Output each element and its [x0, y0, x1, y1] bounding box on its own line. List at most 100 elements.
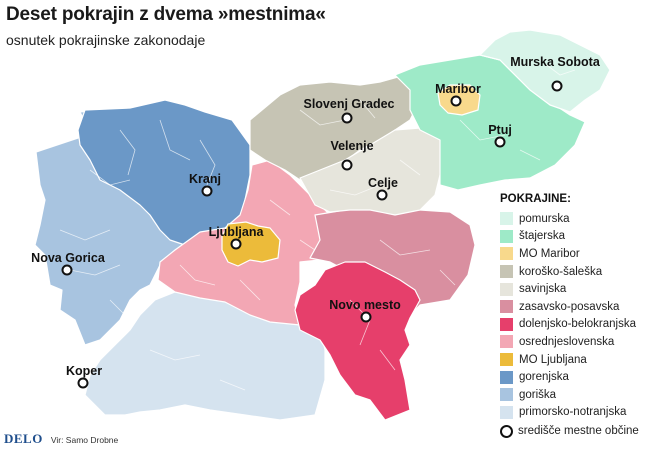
municipality-border	[179, 264, 216, 286]
legend-items: pomurska štajerska MO Maribor koroško-šaleš…	[500, 210, 660, 421]
municipality-border	[59, 229, 111, 241]
municipality-border	[359, 99, 376, 119]
city-label: Celje	[368, 176, 398, 190]
municipality-border	[89, 169, 131, 186]
municipality-border	[459, 119, 506, 141]
delo-logo: DELO	[4, 431, 43, 446]
city-marker	[201, 185, 213, 197]
footer: DELO Vir: Samo Drobne	[4, 431, 118, 447]
legend-swatch	[500, 405, 513, 419]
city-label: Velenje	[330, 139, 373, 153]
legend-item: dolenjsko-belokranjska	[500, 316, 660, 334]
city-label: Koper	[66, 364, 102, 378]
municipality-border	[159, 119, 191, 161]
legend-label: osrednjeslovenska	[519, 335, 615, 348]
cities-layer: Murska Sobota Maribor Slovenj Gradec Ptuj Ve…	[31, 55, 601, 389]
legend-label: štajerska	[519, 230, 566, 243]
legend-item: primorsko-notranjska	[500, 404, 660, 422]
legend-swatch	[500, 265, 513, 279]
legend-item-seat: središče mestne občine	[500, 422, 660, 440]
legend-swatch	[500, 282, 513, 296]
city-marker	[376, 189, 388, 201]
region-mo-ljubljana	[221, 221, 281, 267]
region-koro-ko-ale-ka	[249, 74, 421, 181]
municipality-border	[299, 109, 346, 126]
city-marker	[494, 136, 506, 148]
municipality-border	[239, 279, 261, 301]
legend-item: osrednjeslovenska	[500, 333, 660, 351]
legend-swatch	[500, 212, 513, 226]
source-credit: Vir: Samo Drobne	[50, 435, 119, 445]
legend-label: goriška	[519, 388, 557, 401]
regions-layer	[34, 29, 611, 421]
city-label: Ljubljana	[209, 225, 265, 239]
municipality-border	[299, 239, 316, 251]
city-label: Novo mesto	[329, 298, 401, 312]
city-label: Kranj	[189, 172, 221, 186]
region-dolenjsko-belokranjska	[294, 261, 421, 421]
legend-label: zasavsko-posavska	[519, 300, 620, 313]
city-marker	[341, 159, 353, 171]
municipality-border	[219, 379, 246, 391]
legend-item: štajerska	[500, 228, 660, 246]
legend-swatch	[500, 317, 513, 331]
legend-label: savinjska	[519, 283, 567, 296]
city-marker	[341, 112, 353, 124]
municipality-border	[329, 184, 381, 196]
legend-item: zasavsko-posavska	[500, 298, 660, 316]
city-label: Ptuj	[488, 123, 512, 137]
municipality-border	[119, 129, 136, 176]
legend-item: goriška	[500, 386, 660, 404]
legend-swatch	[500, 353, 513, 367]
page-subtitle: osnutek pokrajinske zakonodaje	[6, 32, 206, 48]
legend-label: pomurska	[519, 212, 570, 225]
city-marker	[450, 95, 462, 107]
municipality-border	[399, 159, 421, 176]
city-marker	[551, 80, 563, 92]
city-label: Murska Sobota	[510, 55, 601, 69]
legend-swatch	[500, 247, 513, 261]
legend-label: MO Ljubljana	[519, 353, 587, 366]
city-label: Maribor	[435, 82, 481, 96]
municipality-border	[519, 149, 541, 161]
page-title: Deset pokrajin z dvema »mestnima«	[6, 4, 326, 25]
legend-item: MO Maribor	[500, 245, 660, 263]
legend-label: MO Maribor	[519, 247, 580, 260]
municipality-border	[379, 349, 396, 371]
legend-label: gorenjska	[519, 371, 569, 384]
city-label: Slovenj Gradec	[303, 97, 394, 111]
legend-item: koroško-šaleška	[500, 263, 660, 281]
legend-item: savinjska	[500, 280, 660, 298]
legend-swatch	[500, 229, 513, 243]
municipality-border	[539, 59, 576, 76]
municipality-border	[439, 269, 456, 286]
city-marker	[61, 264, 73, 276]
legend-title: POKRAJINE:	[500, 193, 571, 205]
legend-item: gorenjska	[500, 368, 660, 386]
seat-marker-icon	[500, 424, 513, 438]
legend: POKRAJINE: pomurska štajerska MO Maribor ko…	[500, 193, 660, 440]
legend-swatch	[500, 300, 513, 314]
city-marker	[360, 311, 372, 323]
municipality-border	[199, 139, 216, 191]
legend-label: dolenjsko-belokranjska	[519, 318, 636, 331]
legend-swatch	[500, 388, 513, 402]
municipality-border	[269, 199, 291, 216]
municipality-border	[379, 239, 431, 256]
region-pomurska	[479, 29, 611, 113]
municipality-border	[109, 299, 126, 316]
legend-label: primorsko-notranjska	[519, 406, 627, 419]
legend-seat-label: središče mestne občine	[518, 425, 639, 438]
legend-swatch	[500, 370, 513, 384]
city-label: Nova Gorica	[31, 251, 106, 265]
municipality-borders	[59, 59, 576, 391]
legend-label: koroško-šaleška	[519, 265, 603, 278]
city-marker	[77, 377, 89, 389]
legend-item: pomurska	[500, 210, 660, 228]
city-marker	[230, 238, 242, 250]
municipality-border	[149, 349, 201, 361]
municipality-border	[69, 264, 121, 276]
legend-item: MO Ljubljana	[500, 351, 660, 369]
legend-swatch	[500, 335, 513, 349]
